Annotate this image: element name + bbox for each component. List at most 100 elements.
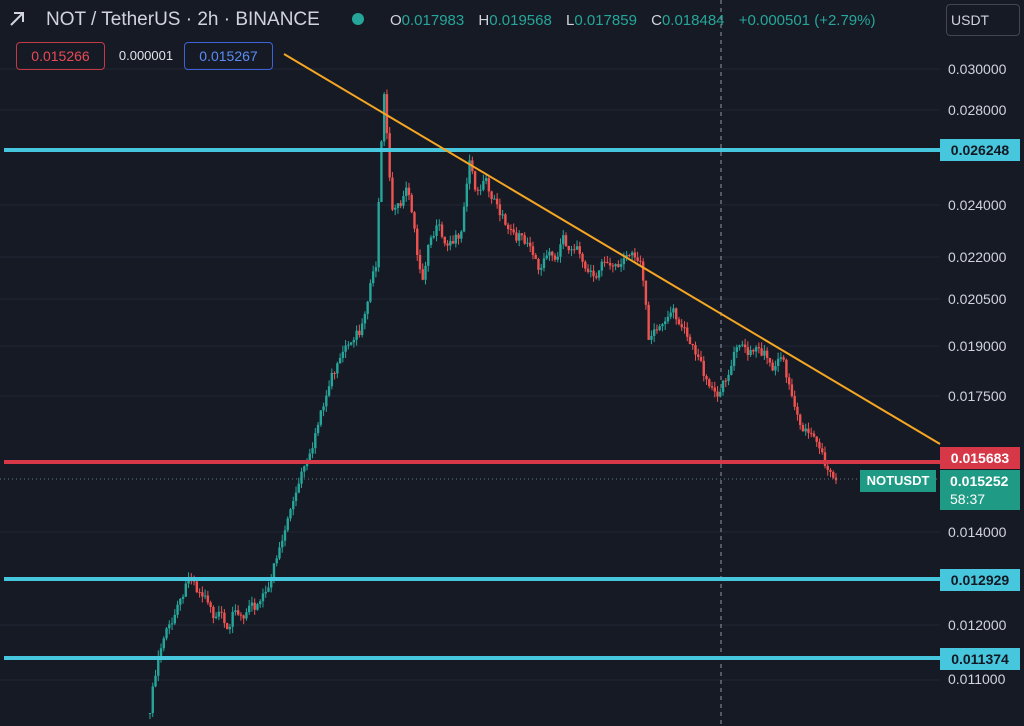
candle-body: [644, 280, 648, 305]
candle-body: [688, 336, 692, 345]
candle-body: [363, 313, 367, 324]
candle-body: [821, 448, 824, 453]
level-tag-support-low[interactable]: 0.011374: [940, 648, 1020, 670]
candle-body: [608, 262, 612, 266]
candle-body: [170, 623, 174, 625]
candle-body: [407, 187, 411, 196]
candle-body: [418, 254, 422, 270]
candle-body: [515, 232, 518, 241]
candle-body: [151, 686, 154, 713]
candle-body: [589, 270, 593, 272]
candle-body: [686, 327, 689, 337]
candle-body: [501, 214, 504, 216]
candle-body: [796, 406, 799, 415]
candle-body: [523, 235, 526, 244]
candle-body: [184, 583, 188, 597]
candle-body: [405, 187, 408, 197]
axis-tick: 0.011000: [948, 671, 1006, 687]
candle-body: [493, 198, 496, 200]
candle-body: [380, 141, 383, 203]
open-value: 0.017983: [401, 12, 465, 29]
candle-body: [264, 591, 267, 594]
candle-body: [220, 611, 223, 613]
candle-body: [236, 610, 240, 615]
candle-body: [614, 264, 617, 267]
candle-body: [416, 228, 419, 255]
candle-body: [575, 246, 579, 250]
candle-body: [743, 344, 747, 348]
candle-body: [278, 547, 281, 559]
axis-tick: 0.019000: [948, 338, 1007, 354]
candle-body: [410, 195, 413, 213]
candle-body: [245, 612, 248, 619]
candle-body: [818, 441, 821, 449]
candle-body: [570, 249, 573, 251]
level-tag-support-red[interactable]: 0.015683: [940, 447, 1020, 469]
candle-body: [162, 638, 165, 649]
candle-body: [592, 270, 595, 277]
candle-body: [391, 177, 394, 210]
candle-body: [506, 224, 510, 230]
candle-body: [349, 342, 353, 345]
axis-tick: 0.030000: [948, 61, 1007, 77]
candle-body: [713, 387, 716, 392]
sell-button[interactable]: 0.015266: [16, 42, 105, 70]
candle-body: [765, 350, 769, 358]
candle-body: [526, 242, 529, 244]
candle-body: [650, 335, 653, 340]
symbol-title[interactable]: NOT / TetherUS · 2h · BINANCE: [46, 9, 320, 30]
collapse-arrow-icon[interactable]: [8, 10, 26, 28]
candle-body: [231, 611, 234, 627]
candle-body: [490, 191, 493, 200]
candle-body: [330, 373, 334, 387]
currency-selector[interactable]: USDT: [946, 4, 1020, 36]
candle-body: [311, 448, 314, 454]
candle-body: [782, 357, 785, 360]
candle-body: [790, 384, 794, 397]
candle-body: [520, 233, 524, 236]
candle-body: [225, 623, 229, 630]
candle-body: [551, 251, 554, 256]
candle-body: [181, 596, 185, 599]
candle-body: [779, 357, 783, 359]
last-price-tag: 0.015252 58:37: [940, 470, 1020, 510]
candle-body: [661, 324, 664, 327]
candle-body: [517, 233, 521, 241]
candle-body: [355, 330, 358, 340]
candle-body: [573, 249, 576, 251]
candle-body: [256, 604, 259, 610]
candle-body: [528, 242, 532, 247]
candle-body: [702, 360, 705, 376]
candle-body: [275, 558, 278, 564]
candle-body: [159, 648, 163, 657]
candle-body: [746, 347, 750, 356]
candle-body: [168, 624, 171, 629]
candle-body: [314, 433, 317, 449]
buy-button[interactable]: 0.015267: [184, 42, 273, 70]
level-tag-support-mid[interactable]: 0.012929: [940, 569, 1020, 591]
candle-body: [749, 350, 752, 356]
close-value: 0.018484: [661, 12, 725, 29]
candle-body: [272, 563, 276, 578]
candle-body: [807, 428, 810, 433]
candle-body: [360, 323, 364, 336]
candle-body: [793, 396, 796, 407]
candle-body: [201, 592, 204, 597]
candle-body: [338, 357, 342, 364]
candle-body: [611, 265, 615, 267]
low-key: L: [566, 12, 575, 29]
axis-tick: 0.020500: [948, 291, 1007, 307]
candle-body: [203, 595, 207, 597]
market-open-dot-icon: [352, 13, 364, 25]
candle-body: [421, 269, 424, 280]
axis-tick: 0.012000: [948, 617, 1007, 633]
candle-body: [462, 206, 466, 232]
candle-body: [823, 452, 827, 466]
level-tag-resistance[interactable]: 0.026248: [940, 139, 1020, 161]
candle-body: [721, 380, 725, 392]
candle-body: [697, 354, 700, 357]
candle-body: [259, 601, 262, 605]
candle-body: [600, 261, 604, 271]
candle-body: [438, 224, 441, 226]
